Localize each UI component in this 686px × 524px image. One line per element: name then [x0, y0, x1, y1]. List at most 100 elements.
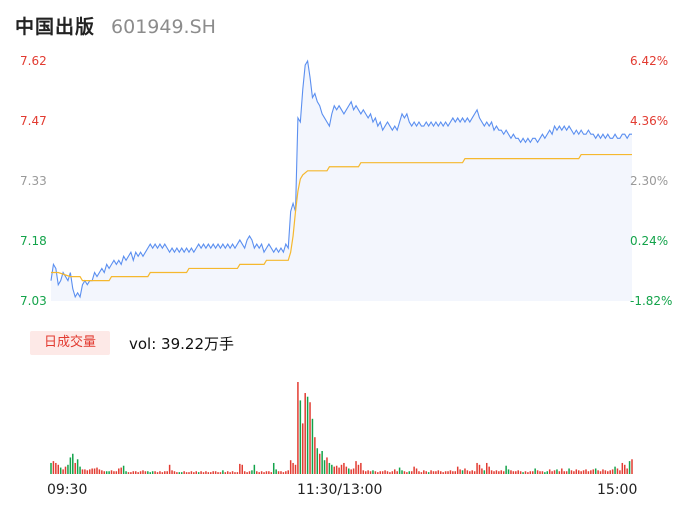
volume-bar — [432, 471, 435, 474]
volume-bar — [127, 472, 130, 474]
volume-bar — [180, 472, 183, 474]
volume-bar — [590, 470, 592, 474]
volume-bar — [132, 471, 135, 474]
volume-bar — [122, 465, 125, 474]
volume-bar — [594, 468, 597, 474]
volume-bar — [159, 471, 161, 474]
volume-bar — [447, 471, 449, 474]
volume-bar — [277, 471, 280, 474]
volume-bar — [154, 471, 156, 474]
volume-bar — [280, 471, 282, 474]
daily-volume-tab[interactable]: 日成交量 — [30, 331, 110, 355]
volume-bar — [226, 471, 229, 474]
volume-bar — [120, 467, 122, 474]
volume-bar — [539, 471, 541, 474]
volume-bar — [243, 471, 246, 474]
volume-bar — [205, 471, 207, 474]
volume-bar — [270, 472, 273, 474]
y-left-tick: 7.03 — [20, 294, 47, 308]
volume-bar — [350, 469, 352, 474]
volume-bar — [398, 467, 401, 474]
volume-bar — [527, 472, 529, 474]
volume-bar — [193, 472, 195, 474]
volume-bar — [495, 470, 498, 474]
volume-bar — [418, 471, 420, 474]
volume-bar — [355, 461, 357, 474]
volume-bar — [427, 472, 430, 474]
volume-bar — [166, 471, 168, 474]
volume-bar — [498, 471, 500, 474]
volume-bar — [217, 472, 219, 474]
volume-bar — [222, 470, 224, 474]
volume-bar — [98, 469, 101, 474]
volume-bar — [125, 471, 127, 474]
y-left-tick: 7.47 — [20, 114, 47, 128]
volume-bar — [130, 472, 132, 474]
volume-bar — [168, 464, 171, 474]
volume-bar — [486, 462, 488, 474]
volume-bar — [297, 382, 299, 474]
volume-bar — [289, 460, 292, 474]
volume-bar — [502, 471, 505, 474]
volume-bar — [599, 471, 602, 474]
volume-bar — [631, 459, 633, 474]
volume-bar — [328, 462, 331, 474]
volume-bar — [321, 451, 323, 474]
volume-bar — [449, 470, 452, 474]
price-area — [51, 61, 632, 301]
average-price-line — [51, 153, 632, 282]
volume-bar — [234, 472, 236, 474]
volume-bar — [536, 470, 539, 474]
volume-bar — [389, 472, 391, 474]
volume-bar — [478, 464, 481, 474]
y-right-tick: 0.24% — [630, 234, 669, 248]
volume-bar — [585, 469, 587, 474]
volume-bar — [164, 471, 166, 474]
volume-bar — [156, 472, 159, 474]
volume-bar — [582, 470, 585, 474]
volume-bar — [331, 464, 333, 474]
volume-bar — [292, 462, 294, 474]
volume-bar — [401, 470, 403, 474]
volume-bar — [105, 471, 108, 474]
volume-bar — [188, 472, 190, 474]
volume-bar — [110, 470, 113, 474]
x-tick-midday: 11:30/13:00 — [297, 482, 383, 498]
volume-bar — [476, 462, 478, 474]
volume-bar — [260, 471, 263, 474]
volume-bar — [72, 453, 74, 474]
volume-bar — [386, 471, 389, 474]
volume-bar — [236, 472, 239, 474]
volume-bar — [306, 396, 309, 474]
volume-bar — [348, 468, 350, 474]
volume-bar — [381, 471, 384, 474]
volume-bar — [592, 469, 595, 474]
volume-bar — [258, 472, 260, 474]
volume-bar — [326, 457, 328, 474]
volume-bar — [597, 470, 599, 474]
volume-bar — [425, 471, 427, 474]
volume-bar — [195, 471, 197, 474]
volume-bar — [197, 472, 200, 474]
volume-bar — [115, 471, 118, 474]
y-left-tick: 7.62 — [20, 54, 47, 68]
volume-bar — [364, 471, 367, 474]
volume-bar — [318, 453, 321, 474]
y-left-tick: 7.18 — [20, 234, 47, 248]
volume-bar — [50, 462, 52, 474]
volume-bar — [352, 468, 355, 474]
volume-bar — [394, 469, 396, 474]
x-tick-close: 15:00 — [597, 482, 638, 498]
volume-bar — [360, 462, 362, 474]
volume-bar — [565, 471, 568, 474]
volume-bar — [64, 466, 67, 474]
volume-bar — [435, 471, 437, 474]
volume-bar — [207, 472, 210, 474]
volume-bar — [473, 471, 476, 474]
volume-bar — [544, 472, 546, 474]
volume-bar — [74, 462, 76, 474]
volume-bar — [532, 471, 534, 474]
volume-bar — [101, 470, 103, 474]
volume-bar — [340, 464, 343, 474]
